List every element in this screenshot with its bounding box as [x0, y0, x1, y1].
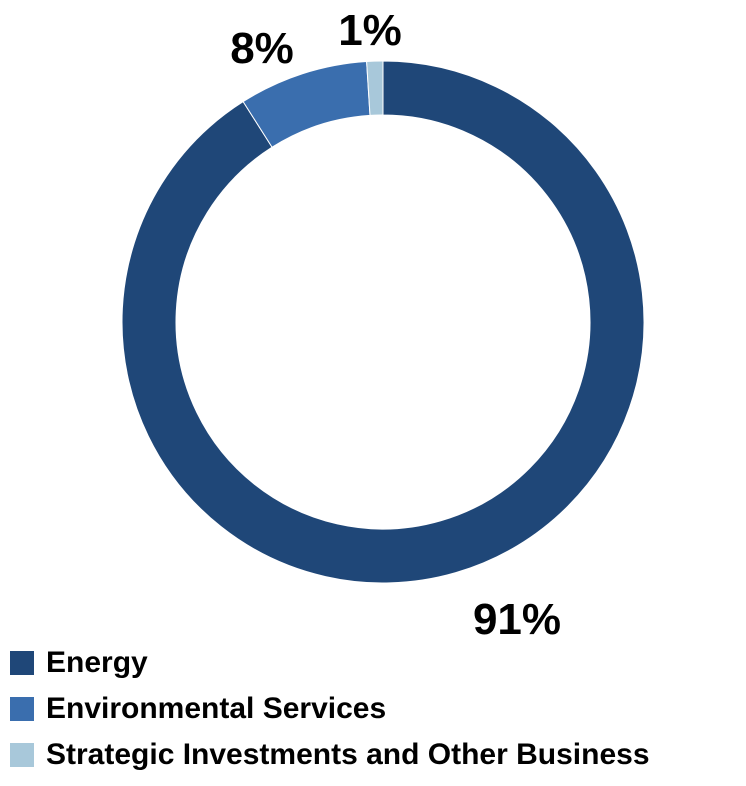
legend-label-strategic-investments: Strategic Investments and Other Business — [46, 738, 650, 771]
legend-swatch-strategic-investments — [10, 743, 34, 767]
slice-strategic-investments — [366, 60, 384, 116]
donut-chart: 91% 8% 1% — [121, 6, 645, 644]
legend-swatch-energy — [10, 651, 34, 675]
data-label-environmental-services: 8% — [230, 24, 294, 73]
legend: Energy Environmental Services Strategic … — [10, 646, 746, 784]
donut-slices — [121, 60, 645, 584]
slice-energy — [121, 60, 645, 584]
legend-label-environmental-services: Environmental Services — [46, 692, 387, 725]
legend-label-energy: Energy — [46, 646, 148, 679]
data-label-strategic-investments: 1% — [338, 6, 402, 55]
legend-swatch-environmental-services — [10, 697, 34, 721]
legend-item-energy: Energy — [10, 646, 746, 680]
donut-chart-svg: 91% 8% 1% — [121, 6, 645, 644]
legend-item-environmental-services: Environmental Services — [10, 692, 746, 726]
data-label-energy: 91% — [473, 595, 561, 644]
legend-item-strategic-investments: Strategic Investments and Other Business — [10, 738, 746, 772]
data-labels: 91% 8% 1% — [230, 6, 561, 644]
